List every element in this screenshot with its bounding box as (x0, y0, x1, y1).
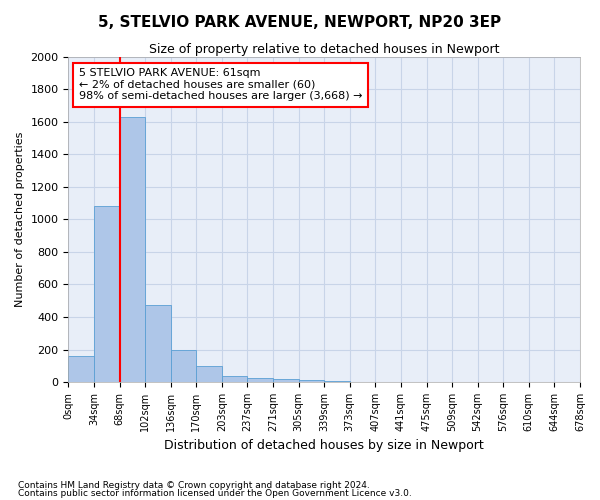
Text: Contains HM Land Registry data © Crown copyright and database right 2024.: Contains HM Land Registry data © Crown c… (18, 480, 370, 490)
Bar (68, 356, 94, 382)
Bar (222, 376, 247, 382)
Bar (196, 366, 222, 382)
Text: 5, STELVIO PARK AVENUE, NEWPORT, NP20 3EP: 5, STELVIO PARK AVENUE, NEWPORT, NP20 3E… (98, 15, 502, 30)
Bar (145, 305, 171, 382)
Bar (299, 380, 324, 382)
Bar (247, 378, 273, 382)
Bar (273, 379, 299, 382)
Bar (171, 350, 196, 382)
Text: 5 STELVIO PARK AVENUE: 61sqm
← 2% of detached houses are smaller (60)
98% of sem: 5 STELVIO PARK AVENUE: 61sqm ← 2% of det… (79, 68, 362, 102)
Y-axis label: Number of detached properties: Number of detached properties (15, 132, 25, 307)
Bar (119, 117, 145, 382)
Title: Size of property relative to detached houses in Newport: Size of property relative to detached ho… (149, 42, 499, 56)
X-axis label: Distribution of detached houses by size in Newport: Distribution of detached houses by size … (164, 440, 484, 452)
Bar (94, 206, 119, 382)
Text: Contains public sector information licensed under the Open Government Licence v3: Contains public sector information licen… (18, 489, 412, 498)
